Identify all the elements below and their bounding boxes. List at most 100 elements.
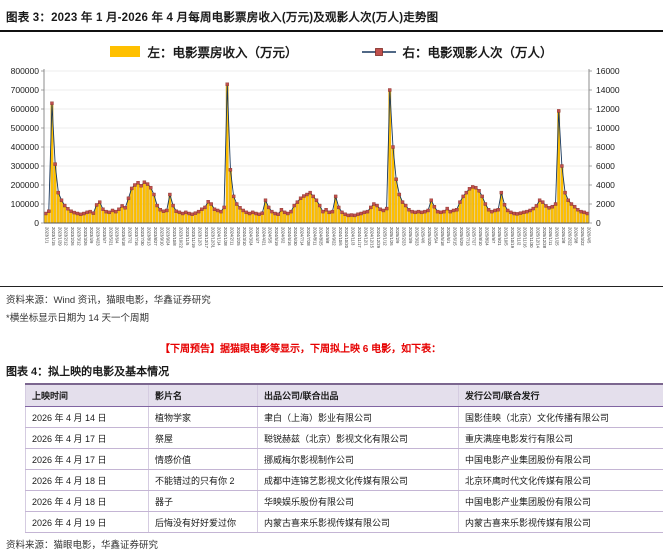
- svg-text:2023/6/4: 2023/6/4: [115, 227, 120, 244]
- svg-text:2024/4/7: 2024/4/7: [255, 227, 260, 244]
- svg-text:2023/3/12: 2023/3/12: [76, 227, 81, 246]
- svg-text:500000: 500000: [11, 123, 40, 133]
- svg-text:2024/6/30: 2024/6/30: [293, 227, 298, 246]
- svg-text:0: 0: [596, 218, 601, 228]
- svg-text:10000: 10000: [596, 123, 620, 133]
- svg-text:2026/2/22: 2026/2/22: [567, 227, 572, 246]
- svg-text:2023/9/24: 2023/9/24: [166, 227, 171, 246]
- svg-text:2025/9/21: 2025/9/21: [497, 227, 502, 246]
- table-row: 2026 年 4 月 17 日祭屋聪锐赫兹（北京）影视文化有限公司重庆满座电影发…: [26, 428, 663, 449]
- table-cell: 2026 年 4 月 19 日: [26, 512, 149, 533]
- svg-text:2023/10/8: 2023/10/8: [172, 227, 177, 246]
- svg-text:2024/2/11: 2024/2/11: [229, 227, 234, 246]
- svg-text:2025/9/7: 2025/9/7: [491, 227, 496, 244]
- svg-text:2025/6/29: 2025/6/29: [459, 227, 464, 246]
- svg-text:2024/8/11: 2024/8/11: [312, 227, 317, 246]
- svg-text:2023/4/9: 2023/4/9: [89, 227, 94, 244]
- chart-legend: 左：电影票房收入（万元） 右：电影观影人次（万人）: [0, 32, 663, 63]
- svg-text:2023/11/5: 2023/11/5: [185, 227, 190, 246]
- svg-text:2025/3/23: 2025/3/23: [414, 227, 419, 246]
- svg-text:2023/8/13: 2023/8/13: [147, 227, 152, 246]
- trend-chart: 0100000200000300000400000500000600000700…: [0, 63, 663, 279]
- table-cell: 重庆满座电影发行有限公司: [459, 428, 663, 449]
- svg-text:2024/9/8: 2024/9/8: [325, 227, 330, 244]
- svg-text:2025/5/4: 2025/5/4: [433, 227, 438, 244]
- svg-text:2026/1/11: 2026/1/11: [548, 227, 553, 246]
- svg-text:2024/1/14: 2024/1/14: [217, 227, 222, 246]
- bar-swatch-icon: [110, 46, 140, 57]
- svg-text:700000: 700000: [11, 85, 40, 95]
- legend-item-boxoffice: 左：电影票房收入（万元）: [110, 42, 297, 61]
- svg-text:2024/5/5: 2024/5/5: [268, 227, 273, 244]
- svg-text:2025/5/18: 2025/5/18: [440, 227, 445, 246]
- svg-text:12000: 12000: [596, 104, 620, 114]
- svg-text:800000: 800000: [11, 66, 40, 76]
- figure3-source: 资料来源：Wind 资讯，猫眼电影，华鑫证券研究: [6, 292, 657, 306]
- svg-text:2023/7/16: 2023/7/16: [134, 227, 139, 246]
- svg-text:2026/3/8: 2026/3/8: [574, 227, 579, 244]
- svg-text:400000: 400000: [11, 142, 40, 152]
- svg-text:2024/8/25: 2024/8/25: [319, 227, 324, 246]
- svg-text:4000: 4000: [596, 180, 615, 190]
- svg-text:2024/6/16: 2024/6/16: [287, 227, 292, 246]
- svg-text:2025/6/15: 2025/6/15: [453, 227, 458, 246]
- legend-item-audience: 右：电影观影人次（万人）: [362, 42, 553, 61]
- table-cell: 2026 年 4 月 18 日: [26, 470, 149, 491]
- svg-text:2025/8/24: 2025/8/24: [484, 227, 489, 246]
- svg-text:2023/1/1: 2023/1/1: [45, 227, 50, 244]
- figure3-footnote: *横坐标显示日期为 14 天一个周期: [6, 310, 657, 324]
- svg-text:2024/9/22: 2024/9/22: [331, 227, 336, 246]
- svg-text:2025/1/26: 2025/1/26: [389, 227, 394, 246]
- svg-text:2025/12/28: 2025/12/28: [542, 227, 547, 249]
- column-header-producer: 出品公司/联合出品: [258, 384, 459, 407]
- svg-text:0: 0: [34, 218, 39, 228]
- svg-text:2026/1/25: 2026/1/25: [555, 227, 560, 246]
- svg-text:2025/11/16: 2025/11/16: [523, 227, 528, 248]
- table-cell: 北京环鹰时代文化传媒有限公司: [459, 470, 663, 491]
- svg-text:2025/12/14: 2025/12/14: [535, 227, 540, 249]
- svg-text:2023/12/31: 2023/12/31: [210, 227, 215, 249]
- table-cell: 华映娱乐股份有限公司: [258, 491, 459, 512]
- table-row: 2026 年 4 月 18 日器子华映娱乐股份有限公司中国电影产业集团股份有限公…: [26, 491, 663, 512]
- svg-text:2024/2/25: 2024/2/25: [236, 227, 241, 246]
- table-cell: 后悔没有好好爱过你: [149, 512, 258, 533]
- svg-text:200000: 200000: [11, 180, 40, 190]
- svg-text:300000: 300000: [11, 161, 40, 171]
- table-cell: 挪威梅尔影视制作公司: [258, 449, 459, 470]
- svg-text:2025/6/1: 2025/6/1: [446, 227, 451, 244]
- svg-text:2026/4/5: 2026/4/5: [586, 227, 591, 244]
- svg-text:2023/12/17: 2023/12/17: [204, 227, 209, 249]
- svg-text:2026/2/8: 2026/2/8: [561, 227, 566, 244]
- svg-text:2023/11/19: 2023/11/19: [191, 227, 196, 248]
- svg-text:8000: 8000: [596, 142, 615, 152]
- svg-text:2025/11/2: 2025/11/2: [516, 227, 521, 246]
- line-marker-swatch-icon: [362, 46, 396, 58]
- svg-text:2023/4/23: 2023/4/23: [96, 227, 101, 246]
- figure3-title: 图表 3：2023 年 1 月-2026 年 4 月每周电影票房收入(万元)及观…: [0, 0, 663, 32]
- svg-text:2024/1/28: 2024/1/28: [223, 227, 228, 246]
- svg-text:2023/7/2: 2023/7/2: [127, 227, 132, 244]
- svg-text:2025/2/23: 2025/2/23: [402, 227, 407, 246]
- svg-text:2023/5/21: 2023/5/21: [108, 227, 113, 246]
- table-cell: 祭屋: [149, 428, 258, 449]
- table-row: 2026 年 4 月 14 日植物学家聿白（上海）影业有限公司国影佳映（北京）文…: [26, 407, 663, 428]
- table-cell: 2026 年 4 月 14 日: [26, 407, 149, 428]
- table-cell: 内蒙古喜来乐影视传媒有限公司: [459, 512, 663, 533]
- svg-text:2025/1/12: 2025/1/12: [382, 227, 387, 246]
- svg-text:2025/7/13: 2025/7/13: [465, 227, 470, 246]
- svg-text:2025/4/6: 2025/4/6: [421, 227, 426, 244]
- svg-text:2023/12/3: 2023/12/3: [198, 227, 203, 246]
- table-row: 2026 年 4 月 17 日情感价值挪威梅尔影视制作公司中国电影产业集团股份有…: [26, 449, 663, 470]
- figure4-title: 图表 4：拟上映的电影及基本情况: [0, 361, 663, 383]
- table-cell: 器子: [149, 491, 258, 512]
- table-cell: 情感价值: [149, 449, 258, 470]
- svg-text:2024/6/2: 2024/6/2: [280, 227, 285, 244]
- table-row: 2026 年 4 月 19 日后悔没有好好爱过你内蒙古喜来乐影视传媒有限公司内蒙…: [26, 512, 663, 533]
- svg-text:2023/1/15: 2023/1/15: [51, 227, 56, 246]
- column-header-movie-name: 影片名: [149, 384, 258, 407]
- svg-text:2024/3/10: 2024/3/10: [242, 227, 247, 246]
- table-cell: 不能错过的只有你 2: [149, 470, 258, 491]
- column-header-release-date: 上映时间: [26, 384, 149, 407]
- svg-text:14000: 14000: [596, 85, 620, 95]
